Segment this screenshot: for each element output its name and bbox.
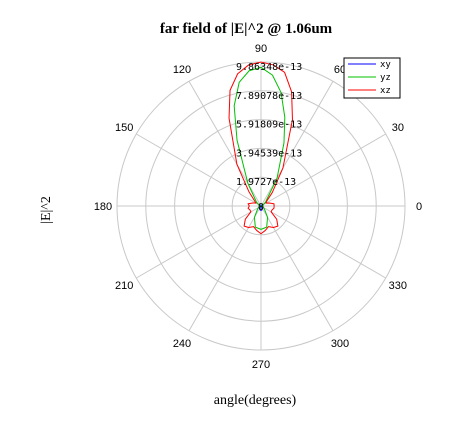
- radial-tick-label: 5.91809e-13: [236, 120, 302, 131]
- series-line-xy: [259, 204, 263, 211]
- legend: xy yz xz: [343, 57, 401, 99]
- radial-center-label: 0: [258, 202, 264, 213]
- labels-layer: 0 30 60 90 120 150 180 210 240 270 300 330 1.9727e-1…: [94, 43, 422, 371]
- angle-tick-label: 120: [173, 64, 191, 76]
- series-line-yz: [233, 66, 286, 230]
- series-line-xz: [228, 61, 293, 235]
- grid-spoke: [188, 205, 262, 331]
- legend-label-xz: xz: [380, 86, 391, 96]
- y-axis-label: |E|^2: [39, 196, 54, 224]
- grid-spoke: [260, 81, 334, 207]
- radial-tick-label: 7.89078e-13: [236, 91, 302, 102]
- radial-tick-label: 3.94539e-13: [236, 148, 302, 159]
- angle-tick-label: 210: [115, 280, 133, 292]
- angle-tick-label: 0: [416, 201, 422, 213]
- angle-tick-label: 300: [331, 338, 349, 350]
- grid-spoke: [260, 205, 334, 331]
- angle-tick-label: 90: [255, 43, 267, 55]
- radial-tick-label: 1.9727e-13: [236, 177, 296, 188]
- angle-tick-label: 270: [252, 359, 270, 371]
- grid-spoke: [260, 205, 386, 279]
- angle-tick-label: 330: [389, 280, 407, 292]
- grid-spoke: [136, 205, 262, 279]
- chart-title: far field of |E|^2 @ 1.06um: [160, 21, 333, 37]
- polar-grid: [116, 61, 406, 351]
- legend-label-yz: yz: [380, 73, 391, 83]
- series-layer: [228, 61, 293, 235]
- legend-box: [343, 57, 401, 99]
- legend-label-xy: xy: [380, 60, 391, 70]
- grid-spoke: [260, 133, 386, 207]
- x-axis-label: angle(degrees): [214, 393, 297, 408]
- grid-spoke: [136, 133, 262, 207]
- angle-tick-label: 60: [334, 64, 346, 76]
- angle-tick-label: 240: [173, 338, 191, 350]
- radial-tick-label: 9.86348e-13: [236, 62, 302, 73]
- angle-tick-label: 180: [94, 201, 112, 213]
- angle-tick-label: 150: [115, 122, 133, 134]
- angle-tick-label: 30: [392, 122, 404, 134]
